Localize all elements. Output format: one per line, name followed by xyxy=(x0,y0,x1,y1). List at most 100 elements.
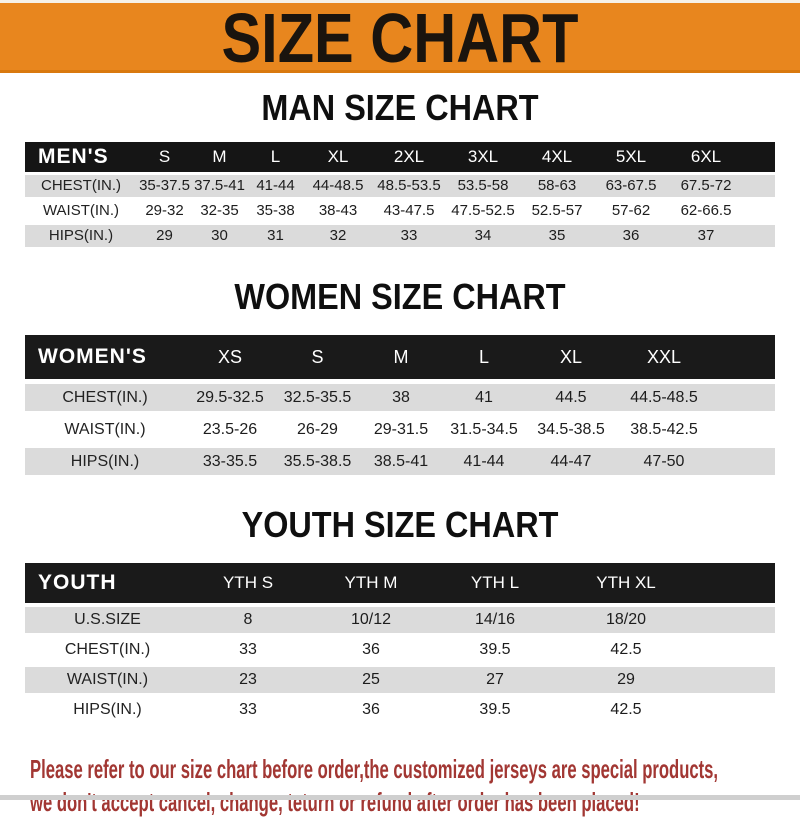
size-cell: 29-31.5 xyxy=(360,416,442,444)
banner: SIZE CHART xyxy=(0,0,800,73)
size-cell: 27 xyxy=(436,666,554,693)
disclaimer-line-2: we don't accept cancel, change, teturn o… xyxy=(30,786,640,817)
size-cell: 33 xyxy=(190,636,306,663)
women-section-heading: WOMEN SIZE CHART xyxy=(234,275,566,317)
size-cell: 57-62 xyxy=(594,199,668,222)
women-waist-row: WAIST(IN.) 23.5-26 26-29 29-31.5 31.5-34… xyxy=(25,416,775,444)
size-column-header: M xyxy=(192,141,247,172)
size-cell: 67.5-72 xyxy=(668,174,744,197)
youth-table-header-row: YOUTH YTH S YTH M YTH L YTH XL xyxy=(25,562,775,603)
size-cell: 37.5-41 xyxy=(192,174,247,197)
size-column-header: S xyxy=(275,335,360,380)
size-cell: 35.5-38.5 xyxy=(275,448,360,476)
size-cell: 29-32 xyxy=(137,199,192,222)
size-column-header: 2XL xyxy=(372,141,446,172)
size-cell: 44-48.5 xyxy=(304,174,372,197)
row-label: WAIST(IN.) xyxy=(25,416,185,444)
disclaimer: Please refer to our size chart before or… xyxy=(30,753,800,819)
size-cell: 52.5-57 xyxy=(520,199,594,222)
row-filler xyxy=(712,384,775,412)
size-cell: 29 xyxy=(554,666,698,693)
men-table-title: MEN'S xyxy=(25,141,137,172)
row-filler xyxy=(698,666,775,693)
size-cell: 10/12 xyxy=(306,606,436,633)
size-cell: 63-67.5 xyxy=(594,174,668,197)
size-cell: 53.5-58 xyxy=(446,174,520,197)
row-filler xyxy=(712,416,775,444)
size-column-header: S xyxy=(137,141,192,172)
size-column-header: YTH L xyxy=(436,562,554,603)
size-cell: 62-66.5 xyxy=(668,199,744,222)
size-cell: 42.5 xyxy=(554,636,698,663)
size-cell: 41-44 xyxy=(247,174,304,197)
row-label: U.S.SIZE xyxy=(25,606,190,633)
women-hips-row: HIPS(IN.) 33-35.5 35.5-38.5 38.5-41 41-4… xyxy=(25,448,775,476)
size-column-header: M xyxy=(360,335,442,380)
youth-table-title: YOUTH xyxy=(25,562,190,603)
size-cell: 25 xyxy=(306,666,436,693)
size-column-header: YTH XL xyxy=(554,562,698,603)
men-chest-row: CHEST(IN.) 35-37.5 37.5-41 41-44 44-48.5… xyxy=(25,174,775,197)
size-column-header: 5XL xyxy=(594,141,668,172)
size-column-header: 3XL xyxy=(446,141,520,172)
women-table-title: WOMEN'S xyxy=(25,335,185,380)
banner-title: SIZE CHART xyxy=(221,0,579,77)
row-label: HIPS(IN.) xyxy=(25,448,185,476)
row-label: CHEST(IN.) xyxy=(25,174,137,197)
size-column-header: XS xyxy=(185,335,275,380)
men-hips-row: HIPS(IN.) 29 30 31 32 33 34 35 36 37 xyxy=(25,224,775,247)
size-cell: 36 xyxy=(306,636,436,663)
women-size-table: WOMEN'S XS S M L XL XXL CHEST(IN.) 29.5-… xyxy=(25,330,775,480)
men-size-table: MEN'S S M L XL 2XL 3XL 4XL 5XL 6XL CHEST… xyxy=(25,139,775,250)
size-column-header: YTH M xyxy=(306,562,436,603)
header-filler xyxy=(712,335,775,380)
row-label: CHEST(IN.) xyxy=(25,384,185,412)
youth-ussize-row: U.S.SIZE 8 10/12 14/16 18/20 xyxy=(25,606,775,633)
youth-size-table: YOUTH YTH S YTH M YTH L YTH XL U.S.SIZE … xyxy=(25,559,775,727)
size-cell: 18/20 xyxy=(554,606,698,633)
size-cell: 38 xyxy=(360,384,442,412)
disclaimer-line-1: Please refer to our size chart before or… xyxy=(30,753,719,784)
size-cell: 36 xyxy=(306,696,436,723)
size-cell: 32-35 xyxy=(192,199,247,222)
size-cell: 14/16 xyxy=(436,606,554,633)
size-cell: 34.5-38.5 xyxy=(526,416,616,444)
size-cell: 39.5 xyxy=(436,696,554,723)
size-cell: 47-50 xyxy=(616,448,712,476)
size-cell: 8 xyxy=(190,606,306,633)
youth-hips-row: HIPS(IN.) 33 36 39.5 42.5 xyxy=(25,696,775,723)
size-cell: 26-29 xyxy=(275,416,360,444)
size-cell: 44.5-48.5 xyxy=(616,384,712,412)
size-cell: 31 xyxy=(247,224,304,247)
size-cell: 47.5-52.5 xyxy=(446,199,520,222)
size-cell: 43-47.5 xyxy=(372,199,446,222)
men-waist-row: WAIST(IN.) 29-32 32-35 35-38 38-43 43-47… xyxy=(25,199,775,222)
size-cell: 29.5-32.5 xyxy=(185,384,275,412)
size-cell: 32 xyxy=(304,224,372,247)
row-filler xyxy=(744,224,775,247)
women-table-header-row: WOMEN'S XS S M L XL XXL xyxy=(25,335,775,380)
row-filler xyxy=(712,448,775,476)
size-column-header: L xyxy=(442,335,526,380)
size-cell: 35 xyxy=(520,224,594,247)
row-label: WAIST(IN.) xyxy=(25,666,190,693)
size-cell: 23.5-26 xyxy=(185,416,275,444)
row-filler xyxy=(698,636,775,663)
size-cell: 33-35.5 xyxy=(185,448,275,476)
size-cell: 30 xyxy=(192,224,247,247)
youth-chest-row: CHEST(IN.) 33 36 39.5 42.5 xyxy=(25,636,775,663)
row-label: WAIST(IN.) xyxy=(25,199,137,222)
youth-section-heading: YOUTH SIZE CHART xyxy=(241,504,559,546)
size-cell: 35-37.5 xyxy=(137,174,192,197)
size-cell: 39.5 xyxy=(436,636,554,663)
size-cell: 29 xyxy=(137,224,192,247)
youth-section: YOUTH SIZE CHART YOUTH YTH S YTH M YTH L… xyxy=(0,505,800,727)
size-cell: 33 xyxy=(372,224,446,247)
size-column-header: XL xyxy=(304,141,372,172)
row-label: HIPS(IN.) xyxy=(25,224,137,247)
row-label: CHEST(IN.) xyxy=(25,636,190,663)
row-filler xyxy=(744,199,775,222)
men-section-heading: MAN SIZE CHART xyxy=(261,87,539,128)
size-cell: 35-38 xyxy=(247,199,304,222)
